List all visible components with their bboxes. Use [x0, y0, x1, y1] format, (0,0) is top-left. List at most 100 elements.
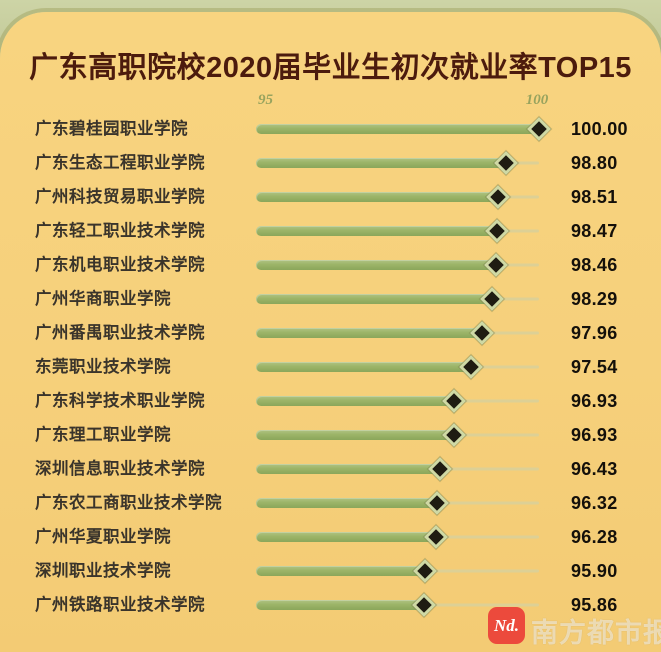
table-row: 广东科学技术职业学院 96.93: [0, 384, 661, 418]
bar: [256, 362, 471, 372]
value-label: 96.43: [571, 459, 618, 479]
institution-label: 广东生态工程职业学院: [35, 154, 205, 172]
bar-remainder: [482, 331, 539, 335]
bar: [256, 158, 506, 168]
value-label: 95.86: [571, 595, 618, 615]
bar-remainder: [436, 501, 539, 505]
bar-track: [256, 149, 539, 177]
bar: [256, 396, 454, 406]
bar: [256, 226, 497, 236]
value-label: 96.93: [571, 391, 618, 411]
value-label: 98.51: [571, 187, 618, 207]
value-label: 100.00: [571, 119, 628, 139]
bar: [256, 566, 426, 576]
diamond-marker: [484, 183, 512, 211]
diamond-marker: [410, 591, 438, 619]
table-row: 深圳职业技术学院 95.90: [0, 554, 661, 588]
table-row: 广州科技贸易职业学院 98.51: [0, 180, 661, 214]
institution-label: 深圳信息职业技术学院: [35, 460, 205, 478]
value-label: 98.47: [571, 221, 618, 241]
table-row: 广州华夏职业学院 96.28: [0, 520, 661, 554]
diamond-marker: [422, 523, 450, 551]
axis-tick-95: 95: [258, 92, 273, 108]
bar: [256, 464, 440, 474]
table-row: 广东机电职业技术学院 98.46: [0, 248, 661, 282]
institution-label: 东莞职业技术学院: [35, 358, 171, 376]
institution-label: 深圳职业技术学院: [35, 562, 171, 580]
page-title: 广东高职院校2020届毕业生初次就业率TOP15: [29, 52, 632, 84]
bar-track: [256, 387, 539, 415]
bar-track: [256, 251, 539, 279]
bar-track: [256, 489, 539, 517]
bar: [256, 498, 437, 508]
bar-remainder: [435, 535, 539, 539]
bar-remainder: [453, 433, 539, 437]
bar-remainder: [505, 161, 539, 165]
table-row: 广州番禺职业技术学院 97.96: [0, 316, 661, 350]
bar-track: [256, 557, 539, 585]
institution-label: 广东机电职业技术学院: [35, 256, 205, 274]
bar-remainder: [496, 229, 539, 233]
bar: [256, 600, 425, 610]
value-label: 96.32: [571, 493, 618, 513]
table-row: 广东农工商职业技术学院 96.32: [0, 486, 661, 520]
bar-track: [256, 455, 539, 483]
bar: [256, 328, 483, 338]
value-label: 98.80: [571, 153, 618, 173]
value-label: 98.46: [571, 255, 618, 275]
chart-rows: 广东碧桂园职业学院 100.00 广东生态工程职业学院 98.80 广州科技贸易职业学院…: [0, 112, 661, 622]
bar: [256, 294, 492, 304]
diamond-marker: [423, 489, 451, 517]
value-label: 98.29: [571, 289, 618, 309]
diamond-marker: [482, 251, 510, 279]
diamond-marker: [492, 149, 520, 177]
institution-label: 广东轻工职业技术学院: [35, 222, 205, 240]
table-row: 广东碧桂园职业学院 100.00: [0, 112, 661, 146]
bar-remainder: [497, 195, 539, 199]
bar: [256, 124, 539, 134]
value-label: 97.96: [571, 323, 618, 343]
institution-label: 广东农工商职业技术学院: [35, 494, 222, 512]
diamond-marker: [440, 387, 468, 415]
institution-label: 广州华商职业学院: [35, 290, 171, 308]
bar-remainder: [496, 263, 539, 267]
diamond-marker: [525, 115, 553, 143]
bar-track: [256, 353, 539, 381]
table-row: 广州铁路职业技术学院 95.86: [0, 588, 661, 622]
institution-label: 广东科学技术职业学院: [35, 392, 205, 410]
bar-remainder: [425, 569, 539, 573]
value-label: 97.54: [571, 357, 618, 377]
bar-remainder: [470, 365, 539, 369]
diamond-marker: [457, 353, 485, 381]
bar: [256, 430, 454, 440]
bar-remainder: [491, 297, 539, 301]
diamond-marker: [483, 217, 510, 245]
diamond-marker: [478, 285, 505, 313]
diamond-marker: [468, 319, 496, 347]
value-label: 96.28: [571, 527, 618, 547]
bar-track: [256, 523, 539, 551]
institution-label: 广州科技贸易职业学院: [35, 188, 205, 206]
diamond-marker: [426, 455, 454, 483]
table-row: 广东轻工职业技术学院 98.47: [0, 214, 661, 248]
bar-track: [256, 217, 539, 245]
bar-track: [256, 285, 539, 313]
table-row: 广州华商职业学院 98.29: [0, 282, 661, 316]
bar: [256, 260, 497, 270]
value-label: 96.93: [571, 425, 618, 445]
institution-label: 广州番禺职业技术学院: [35, 324, 205, 342]
diamond-marker: [411, 557, 439, 585]
newspaper-name: 南方都市报: [531, 618, 661, 648]
bar-track: [256, 591, 539, 619]
value-label: 95.90: [571, 561, 618, 581]
diamond-marker: [440, 421, 468, 449]
institution-label: 广州华夏职业学院: [35, 528, 171, 546]
bar-track: [256, 183, 539, 211]
table-row: 东莞职业技术学院 97.54: [0, 350, 661, 384]
table-row: 广东生态工程职业学院 98.80: [0, 146, 661, 180]
bar-remainder: [453, 399, 539, 403]
bar-track: [256, 319, 539, 347]
newspaper-logo-icon: Nd.: [488, 607, 525, 644]
table-row: 广东理工职业学院 96.93: [0, 418, 661, 452]
bar-remainder: [439, 467, 539, 471]
